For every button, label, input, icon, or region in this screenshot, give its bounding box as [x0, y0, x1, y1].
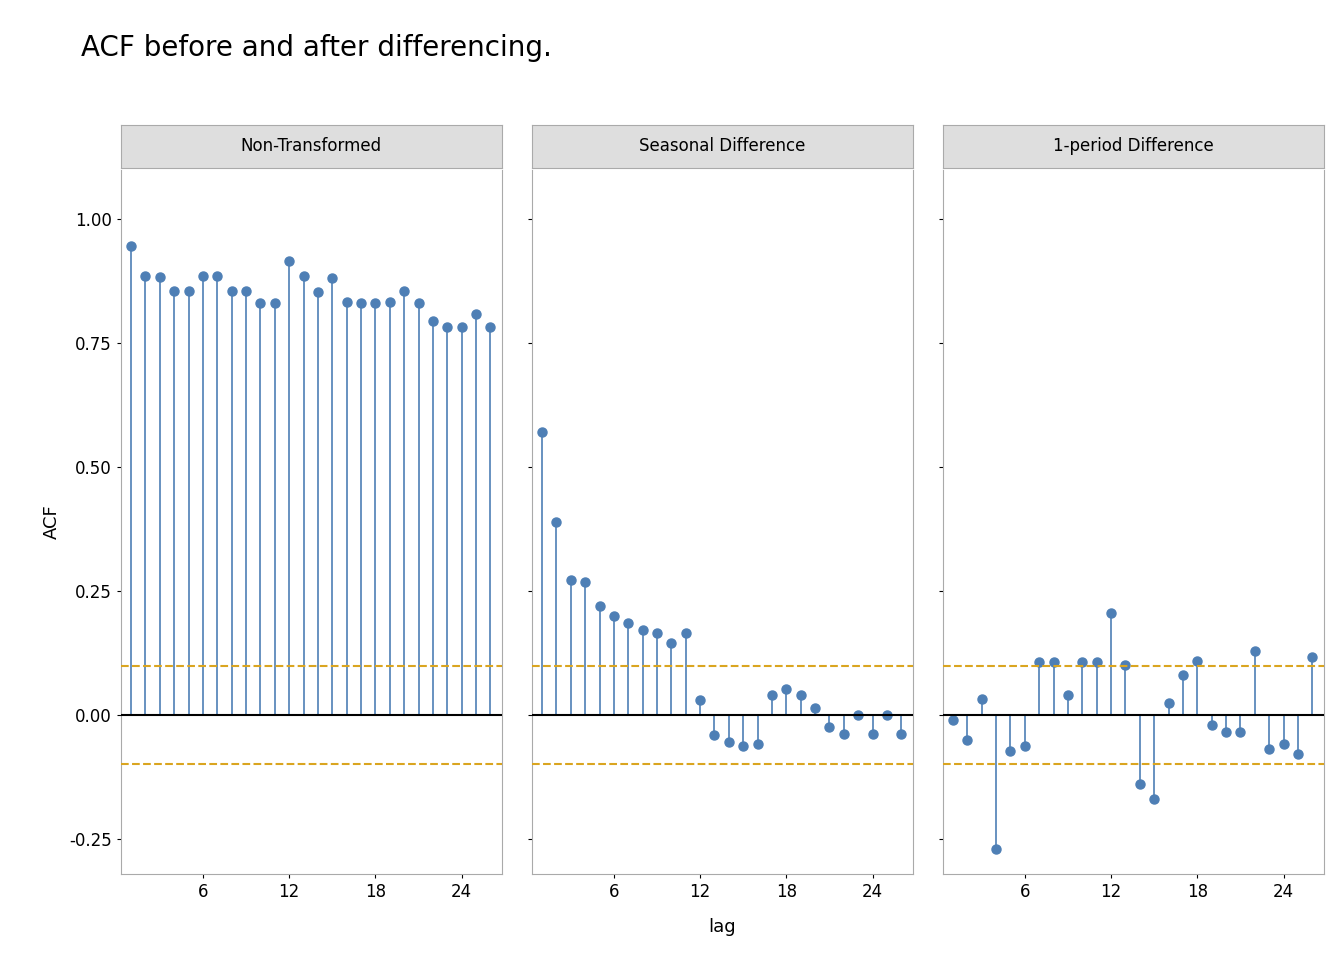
Y-axis label: ACF: ACF	[43, 504, 60, 540]
Text: Seasonal Difference: Seasonal Difference	[640, 137, 805, 156]
Text: Non-Transformed: Non-Transformed	[241, 137, 382, 156]
Text: lag: lag	[708, 918, 737, 936]
Text: 1-period Difference: 1-period Difference	[1052, 137, 1214, 156]
Text: ACF before and after differencing.: ACF before and after differencing.	[81, 34, 551, 61]
